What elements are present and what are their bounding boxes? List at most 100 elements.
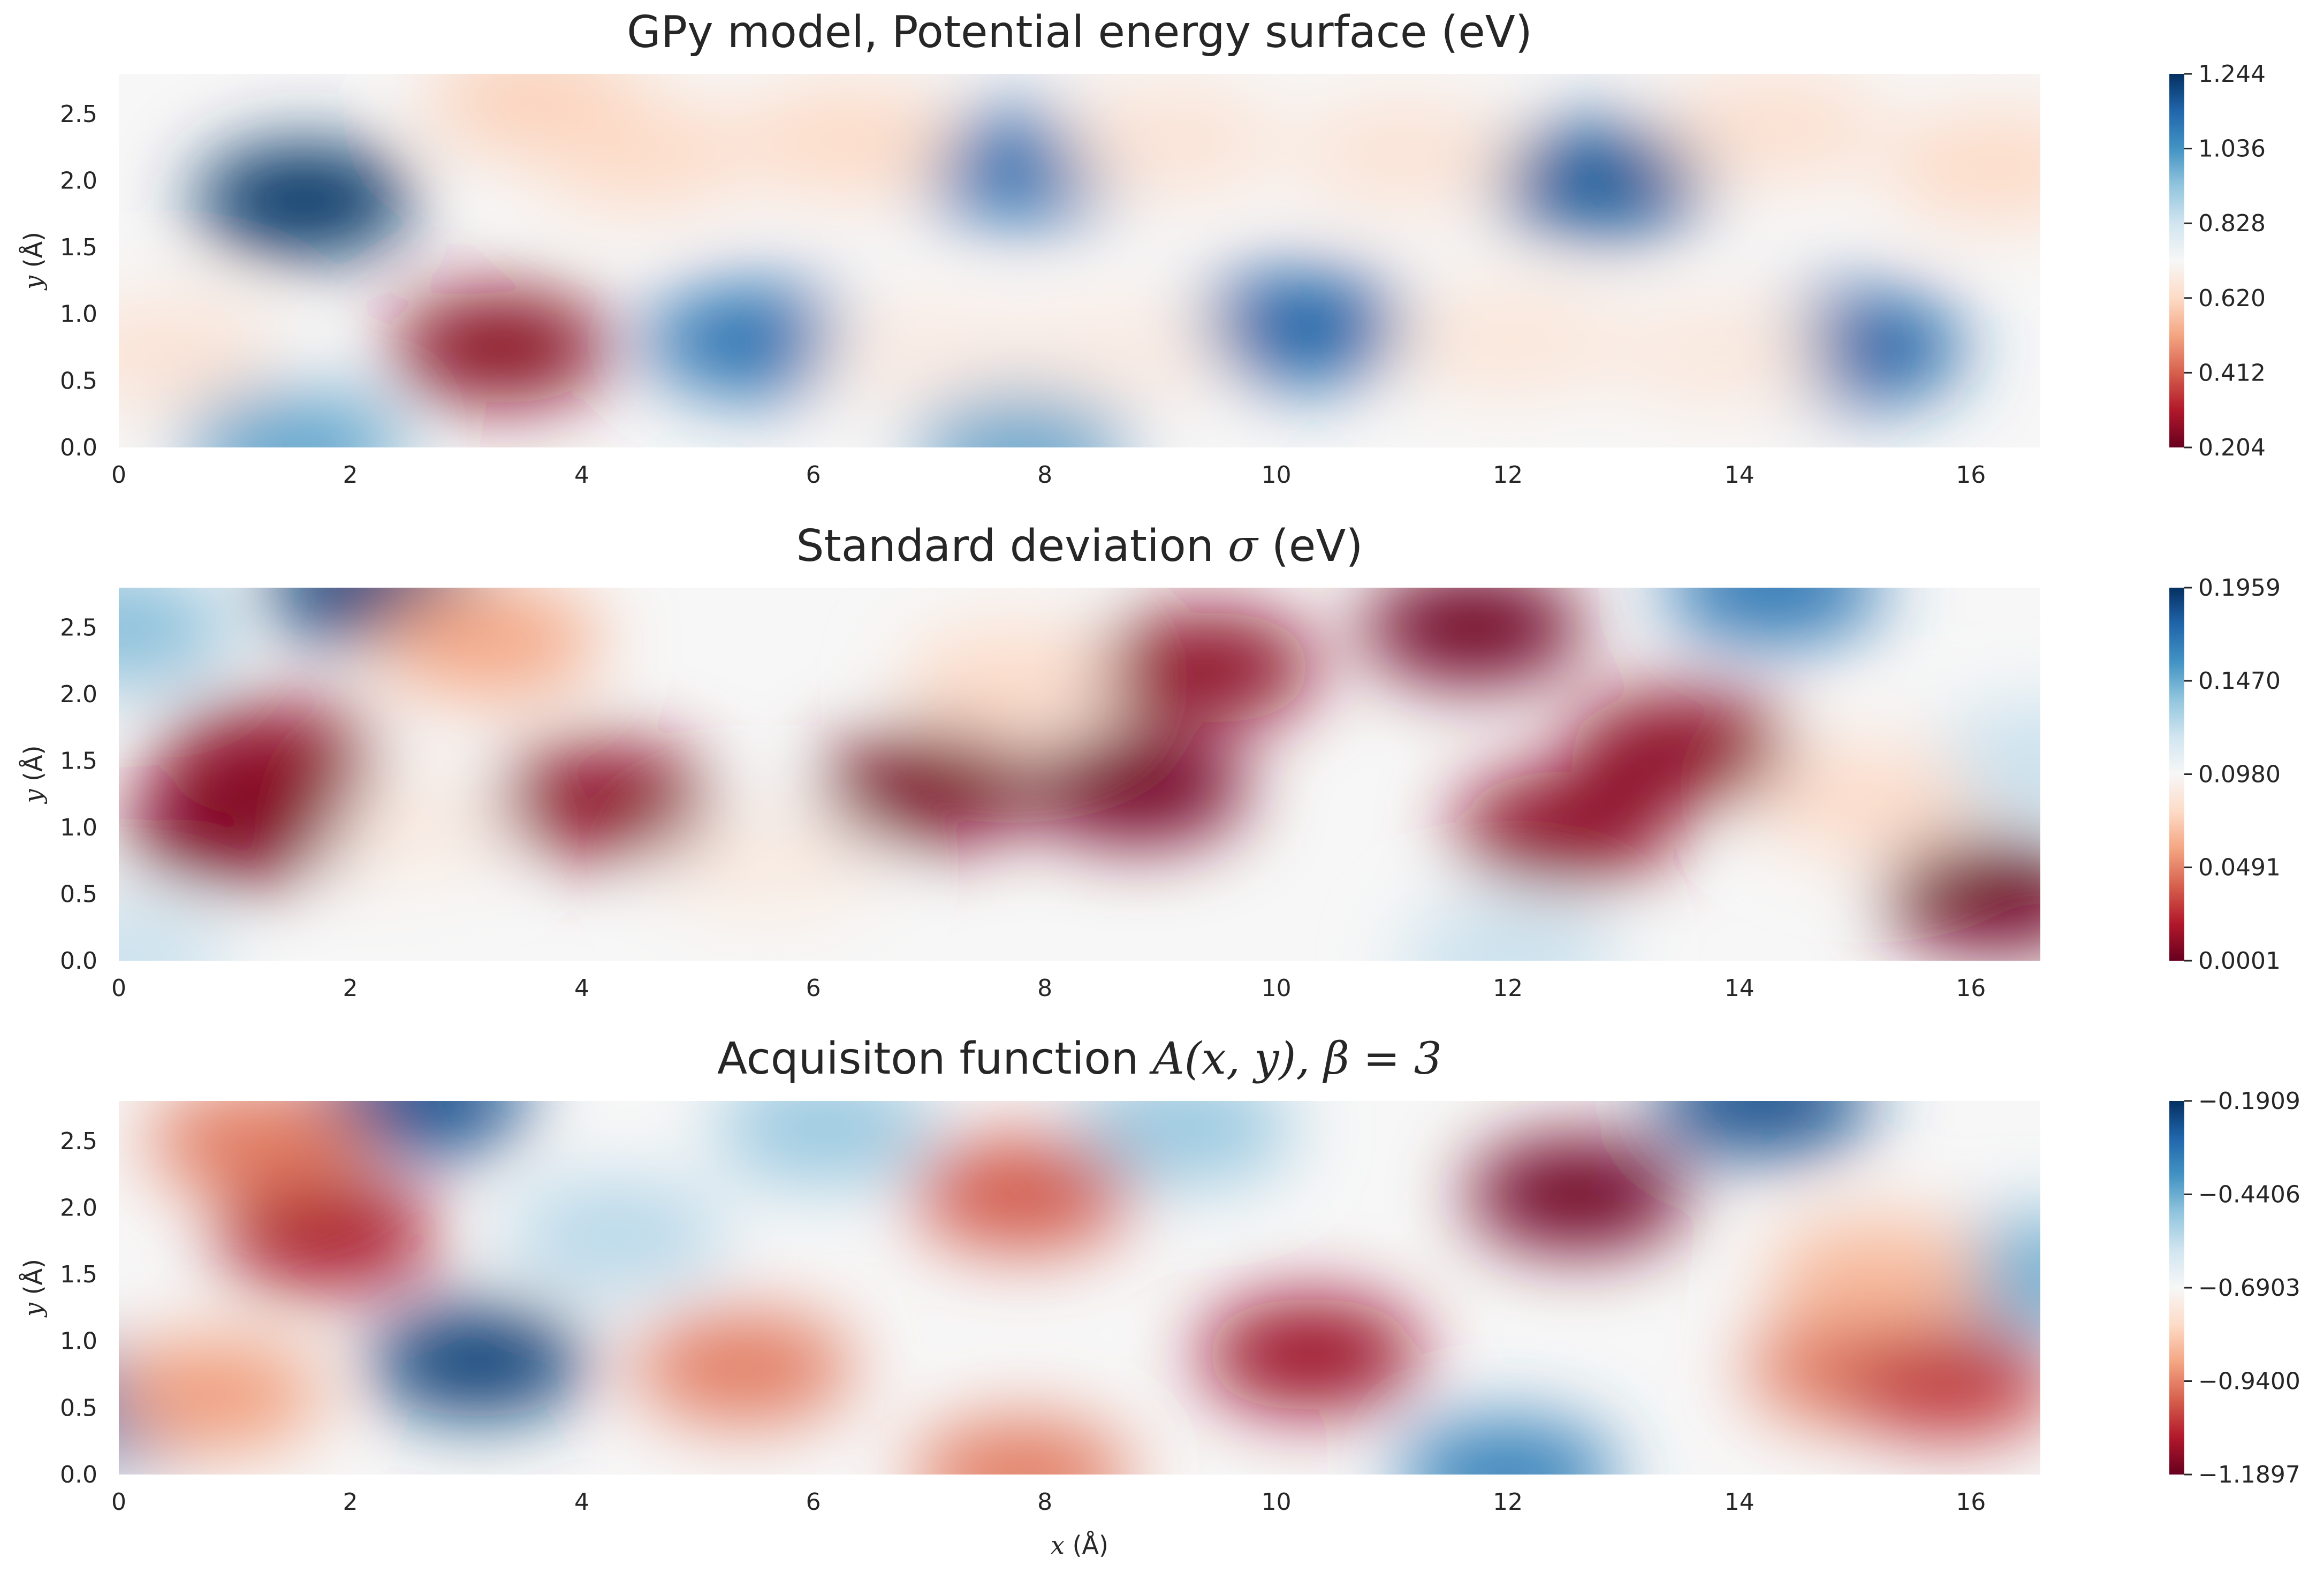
colorbar-tick-label: −0.9400 xyxy=(2198,1368,2300,1395)
heatmap-feature-13 xyxy=(634,1311,854,1424)
y-tick-label: 1.0 xyxy=(60,301,97,328)
heatmap-feature-14 xyxy=(819,298,1039,411)
y-tick-label: 1.5 xyxy=(60,234,97,261)
x-tick-label: 4 xyxy=(574,461,589,489)
heatmap-feature-8 xyxy=(1074,1101,1294,1184)
heatmap-feature-7 xyxy=(715,1101,935,1184)
x-tick-label: 16 xyxy=(1956,1488,1986,1516)
x-tick-label: 6 xyxy=(806,975,821,1002)
heatmap-feature-17 xyxy=(1097,611,1317,724)
x-tick-label: 4 xyxy=(574,975,589,1002)
y-tick-label: 2.5 xyxy=(60,101,97,128)
x-tick-label: 10 xyxy=(1262,461,1292,489)
heatmap-feature-15 xyxy=(1004,298,1225,411)
x-tick-label: 14 xyxy=(1725,461,1755,489)
heatmap-feature-19 xyxy=(1606,298,1826,411)
y-axis-label: y (Å) xyxy=(19,746,48,804)
y-tick-label: 2.0 xyxy=(60,167,97,194)
x-tick-label: 14 xyxy=(1725,1488,1755,1516)
colorbar xyxy=(2169,74,2184,447)
y-tick-label: 1.5 xyxy=(60,1261,97,1288)
x-tick-label: 2 xyxy=(343,975,358,1002)
y-tick-label: 2.5 xyxy=(60,614,97,642)
x-tick-label: 10 xyxy=(1262,1488,1292,1516)
chart-title-1: GPy model, Potential energy surface (eV) xyxy=(627,7,1532,58)
heatmap-feature-4 xyxy=(1398,1418,1618,1475)
heatmap-feature-13 xyxy=(738,84,958,197)
x-tick-label: 12 xyxy=(1493,1488,1523,1516)
y-tick-label: 1.5 xyxy=(60,748,97,775)
heatmap-feature-11 xyxy=(148,1101,368,1197)
heatmap-feature-18 xyxy=(1398,284,1618,397)
heatmap-feature-10 xyxy=(217,1178,437,1290)
chart-title-3: Acquisiton function A(x, y), β = 3 xyxy=(717,1034,1442,1084)
heatmap-feature-7 xyxy=(657,811,877,924)
x-tick-label: 10 xyxy=(1262,975,1292,1002)
heatmap-feature-4 xyxy=(1189,271,1410,384)
x-tick-label: 14 xyxy=(1725,975,1755,1002)
x-tick-label: 12 xyxy=(1493,975,1523,1002)
x-tick-label: 16 xyxy=(1956,461,1986,489)
heatmap-feature-17 xyxy=(1467,1138,1688,1251)
heatmap-feature-17 xyxy=(1294,97,1514,210)
y-tick-label: 0.5 xyxy=(60,881,97,908)
heatmap-feature-5 xyxy=(1490,124,1711,237)
y-axis-label: y (Å) xyxy=(19,1259,48,1318)
colorbar-tick-label: 0.1959 xyxy=(2198,574,2281,602)
colorbar xyxy=(2169,588,2184,961)
x-tick-label: 16 xyxy=(1956,975,1986,1002)
colorbar-tick-label: 0.0491 xyxy=(2198,854,2281,882)
heatmap-feature-21 xyxy=(1884,111,2040,224)
y-tick-label: 1.0 xyxy=(60,814,97,841)
heatmap-feature-12 xyxy=(119,1338,322,1451)
heatmap-feature-11 xyxy=(119,298,275,411)
colorbar-tick-label: 0.620 xyxy=(2198,285,2266,312)
x-tick-label: 2 xyxy=(343,461,358,489)
panel-2: Standard deviation σ (eV) 0 2 4 6 8 10 12 14 16 0.… xyxy=(19,521,2281,1002)
panel-3: Acquisiton function A(x, y), β = 3 0 2 4 6 8 1… xyxy=(19,1034,2300,1560)
y-tick-label: 0.0 xyxy=(60,434,97,461)
colorbar-tick-label: 0.1470 xyxy=(2198,667,2281,695)
colorbar-tick-label: −0.4406 xyxy=(2198,1181,2300,1209)
heatmap-feature-15 xyxy=(912,1418,1132,1475)
panel-1: GPy model, Potential energy surface (eV)… xyxy=(19,7,2266,489)
colorbar-tick-label: −0.1909 xyxy=(2198,1088,2300,1115)
x-tick-label: 4 xyxy=(574,1488,589,1516)
colorbar-tick-label: 1.244 xyxy=(2198,60,2266,88)
x-tick-label: 0 xyxy=(111,975,126,1002)
heatmap-feature-14 xyxy=(495,744,715,857)
heatmap-feature-15 xyxy=(819,731,1039,844)
y-tick-label: 0.5 xyxy=(60,1394,97,1422)
colorbar-tick-label: 0.204 xyxy=(2198,434,2266,461)
heatmap-feature-20 xyxy=(1664,74,1884,184)
y-tick-label: 0.0 xyxy=(60,947,97,975)
y-tick-label: 2.5 xyxy=(60,1128,97,1155)
colorbar xyxy=(2169,1101,2184,1475)
heatmap-feature-14 xyxy=(912,1138,1132,1251)
heatmap-feature-10 xyxy=(1757,744,1977,857)
heatmap-feature-1 xyxy=(194,145,414,257)
colorbar-tick-label: −1.1897 xyxy=(2198,1461,2300,1488)
y-axis-label: y (Å) xyxy=(19,232,48,291)
heatmap-feature-16 xyxy=(1201,1298,1421,1411)
x-tick-label: 8 xyxy=(1037,975,1052,1002)
heatmap-feature-1 xyxy=(367,1305,588,1417)
heatmap-feature-3 xyxy=(119,588,229,684)
heatmap-feature-9 xyxy=(391,291,611,404)
heatmap-feature-16 xyxy=(1027,731,1248,844)
x-tick-label: 12 xyxy=(1493,461,1523,489)
heatmap-feature-20 xyxy=(1571,691,1792,804)
heatmap-feature-3 xyxy=(1652,1101,1873,1157)
x-tick-label: 6 xyxy=(806,461,821,489)
heatmap-feature-2 xyxy=(645,284,865,397)
colorbar-tick-label: 0.412 xyxy=(2198,359,2266,386)
heatmap-feature-21 xyxy=(1884,838,2040,951)
heatmap-feature-2 xyxy=(1664,588,1884,644)
x-tick-label: 2 xyxy=(343,1488,358,1516)
x-tick-label: 8 xyxy=(1037,461,1052,489)
heatmap-feature-19 xyxy=(1455,771,1676,884)
x-axis-label: x (Å) xyxy=(1051,1531,1108,1560)
colorbar-tick-label: 0.0001 xyxy=(2198,947,2281,975)
x-tick-label: 0 xyxy=(111,1488,126,1516)
